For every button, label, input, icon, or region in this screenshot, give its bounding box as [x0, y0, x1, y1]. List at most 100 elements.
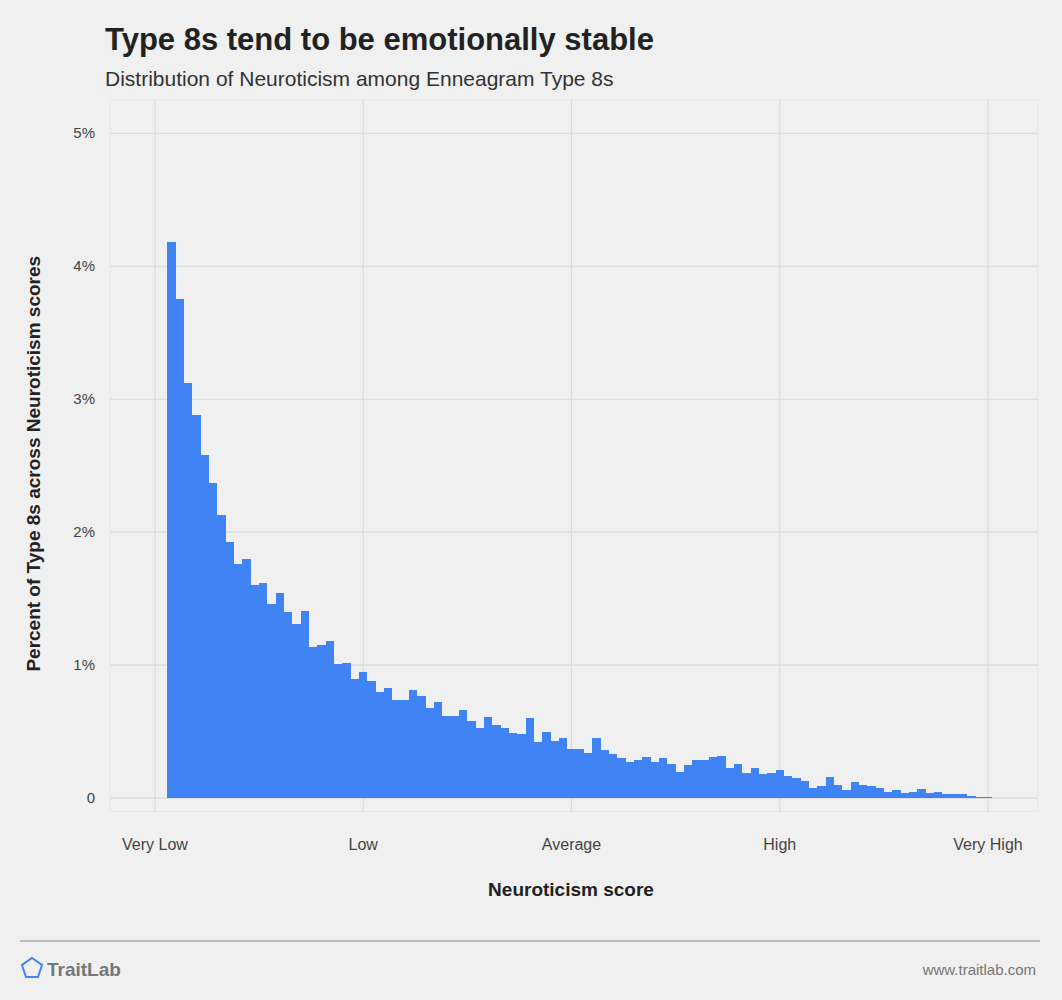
histogram-bar	[217, 515, 225, 798]
histogram-bar	[351, 679, 359, 799]
histogram-bar	[517, 734, 525, 798]
histogram-bar	[242, 559, 250, 798]
histogram-bar	[442, 716, 450, 798]
histogram-bar	[751, 768, 759, 799]
histogram-bar	[667, 764, 675, 799]
y-grid-line	[110, 532, 1038, 533]
histogram-bar	[767, 773, 775, 798]
y-tick-label: 3%	[73, 390, 95, 407]
histogram-bar	[284, 612, 292, 798]
bars	[167, 242, 992, 798]
histogram-bar	[692, 760, 700, 799]
x-tick-label: Very High	[953, 836, 1022, 853]
histogram-bar	[576, 749, 584, 798]
histogram-bar	[851, 782, 859, 798]
histogram-bar	[292, 624, 300, 798]
histogram-bar	[342, 663, 350, 799]
histogram-bar	[467, 721, 475, 798]
histogram-bar	[734, 764, 742, 799]
histogram-bar	[167, 242, 175, 798]
histogram-bar	[609, 754, 617, 798]
histogram-bar	[176, 299, 184, 798]
histogram-bar	[892, 790, 900, 798]
grid	[110, 100, 1038, 812]
histogram-bar	[359, 672, 367, 798]
brand: TraitLab	[47, 959, 121, 980]
histogram-bar	[259, 583, 267, 798]
histogram-bar	[792, 778, 800, 798]
x-grid-line	[987, 100, 988, 812]
brand-logo	[22, 958, 42, 977]
x-axis-label: Neuroticism score	[488, 879, 654, 900]
histogram-bar	[476, 728, 484, 798]
histogram-bar	[234, 564, 242, 798]
histogram-bar	[542, 732, 550, 798]
histogram-bar	[834, 785, 842, 798]
histogram-bar	[717, 756, 725, 799]
histogram-bar	[534, 742, 542, 798]
histogram-bar	[301, 611, 309, 799]
histogram-bar	[842, 790, 850, 798]
histogram-bar	[659, 758, 667, 798]
histogram-bar	[426, 708, 434, 798]
histogram-bar	[509, 733, 517, 798]
histogram-bar	[617, 758, 625, 798]
histogram-bar	[651, 762, 659, 798]
y-grid-line	[110, 266, 1038, 267]
histogram-bar	[492, 725, 500, 798]
footer-rule	[20, 941, 1040, 942]
y-tick-label: 1%	[73, 656, 95, 673]
chart: 01%2%3%4%5%Very LowLowAverageHighVery Hi…	[0, 0, 1062, 1000]
histogram-bar	[951, 794, 959, 798]
histogram-bar	[392, 700, 400, 798]
histogram-bar	[776, 770, 784, 798]
histogram-bar	[601, 750, 609, 798]
histogram-bar	[859, 785, 867, 798]
histogram-bar	[567, 749, 575, 798]
histogram-bar	[959, 794, 967, 798]
histogram-bar	[309, 647, 317, 799]
histogram-bar	[759, 774, 767, 798]
x-grid-line	[154, 100, 155, 812]
histogram-bar	[701, 760, 709, 799]
histogram-bar	[209, 483, 217, 798]
histogram-bar	[267, 604, 275, 798]
histogram-bar	[626, 762, 634, 798]
histogram-bar	[976, 797, 984, 798]
y-tick-label: 4%	[73, 257, 95, 274]
x-tick-label: Average	[542, 836, 601, 853]
histogram-bar	[201, 455, 209, 798]
histogram-bar	[459, 710, 467, 798]
histogram-bar	[917, 789, 925, 798]
histogram-bar	[884, 792, 892, 799]
histogram-bar	[526, 718, 534, 798]
x-tick-label: Very Low	[122, 836, 188, 853]
histogram-bar	[709, 757, 717, 798]
histogram-bar	[934, 792, 942, 799]
histogram-bar	[867, 786, 875, 798]
y-grid-line	[110, 399, 1038, 400]
histogram-bar	[926, 793, 934, 798]
histogram-bar	[401, 700, 409, 798]
histogram-bar	[742, 773, 750, 798]
source-url: www.traitlab.com	[922, 961, 1036, 978]
histogram-bar	[676, 772, 684, 799]
y-grid-line	[110, 133, 1038, 134]
x-tick-label: Low	[349, 836, 379, 853]
histogram-bar	[251, 585, 259, 798]
plot-frame	[110, 100, 1038, 812]
y-tick-label: 2%	[73, 523, 95, 540]
histogram-bar	[642, 757, 650, 798]
histogram-bar	[501, 728, 509, 798]
histogram-bar	[909, 792, 917, 799]
histogram-bar	[784, 776, 792, 799]
histogram-bar	[276, 593, 284, 798]
histogram-bar	[409, 690, 417, 798]
histogram-bar	[584, 753, 592, 798]
histogram-bar	[226, 542, 234, 799]
histogram-bar	[634, 760, 642, 799]
y-tick-label: 5%	[73, 124, 95, 141]
x-tick-label: High	[763, 836, 796, 853]
histogram-bar	[942, 794, 950, 798]
histogram-bar	[376, 692, 384, 798]
